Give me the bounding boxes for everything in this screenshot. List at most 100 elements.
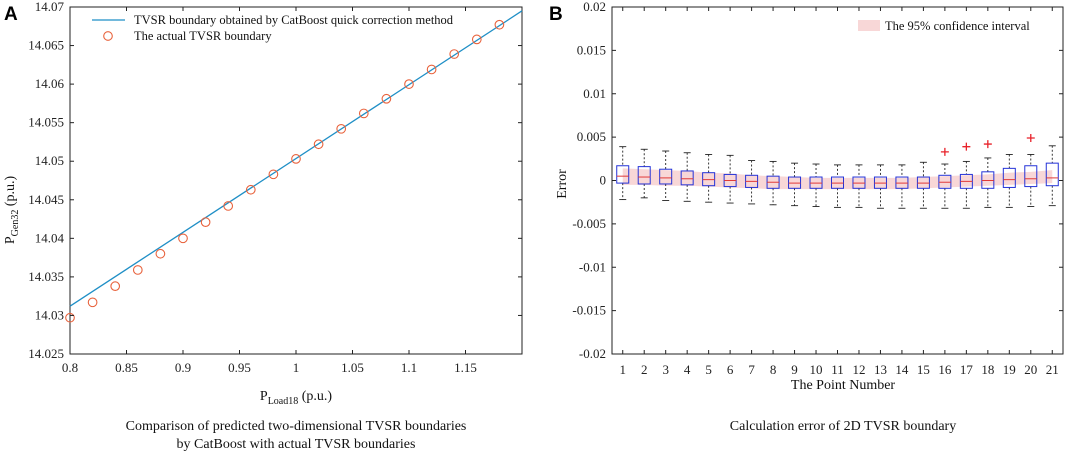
panel-b-xtick-label: 20 bbox=[1024, 362, 1037, 377]
panel-b-legend-label: The 95% confidence interval bbox=[885, 19, 1030, 33]
panel-b-ytick-label: -0.005 bbox=[572, 216, 606, 231]
panel-a-xtick-label: 1.15 bbox=[454, 360, 477, 375]
panel-b-xtick-label: 13 bbox=[874, 362, 887, 377]
panel-b-xtick-label: 14 bbox=[895, 362, 909, 377]
panel-a-ticks: 0.8 0.85 0.9 0.95 1 1.05 1.1 1.15 14.025 14.03 14.… bbox=[28, 0, 522, 375]
panel-b-xtick-label: 18 bbox=[981, 362, 994, 377]
panel-b-xtick-label: 2 bbox=[641, 362, 648, 377]
panel-a-legend-label: TVSR boundary obtained by CatBoost quick… bbox=[134, 13, 454, 27]
panel-a-actual-point bbox=[358, 108, 369, 119]
panel-a-ytick-label: 14.035 bbox=[28, 269, 64, 284]
panel-b-box bbox=[680, 170, 694, 186]
panel-a-xtick-label: 1.1 bbox=[401, 360, 417, 375]
panel-b-xtick-label: 9 bbox=[791, 362, 798, 377]
panel-a: A 0.8 0.85 0.9 0.95 1 1.05 1.1 1.15 14.025 14.03 1… bbox=[3, 0, 523, 452]
panel-b-legend: The 95% confidence interval bbox=[858, 19, 1030, 33]
panel-b: B 1 2 3 4 5 6 7 8 9 10 11 12 13 14 15 16 17 18 19 20 21-0.02… bbox=[549, 0, 1064, 434]
panel-a-xtick-label: 0.9 bbox=[175, 360, 191, 375]
panel-a-actual-point bbox=[313, 139, 324, 150]
panel-b-xtick-label: 4 bbox=[684, 362, 691, 377]
panel-a-plot bbox=[69, 6, 523, 355]
panel-b-letter: B bbox=[549, 4, 563, 25]
panel-a-legend: TVSR boundary obtained by CatBoost quick… bbox=[92, 13, 454, 43]
panel-a-actual-point bbox=[65, 312, 75, 323]
panel-a-ytick-label: 14.07 bbox=[35, 0, 65, 14]
panel-a-actual-point bbox=[404, 79, 414, 89]
panel-a-actual-point bbox=[336, 123, 347, 134]
panel-b-caption: Calculation error of 2D TVSR boundary bbox=[730, 419, 956, 434]
panel-b-xtick-label: 8 bbox=[770, 362, 777, 377]
panel-a-actual-point bbox=[494, 19, 505, 30]
panel-b-ytick-label: 0.01 bbox=[583, 86, 606, 101]
panel-a-series bbox=[65, 10, 523, 323]
panel-b-xtick-label: 3 bbox=[662, 362, 669, 377]
panel-b-outlier-marker bbox=[962, 142, 971, 151]
panel-b-xtick-label: 12 bbox=[852, 362, 865, 377]
panel-a-legend-marker-swatch bbox=[103, 31, 113, 41]
panel-a-ytick-label: 14.025 bbox=[28, 346, 64, 361]
panel-a-actual-point bbox=[449, 49, 460, 59]
panel-a-ytick-label: 14.04 bbox=[35, 230, 65, 245]
panel-a-ytick-label: 14.065 bbox=[28, 38, 64, 53]
panel-a-actual-point bbox=[110, 281, 121, 291]
panel-a-caption-line2: by CatBoost with actual TVSR boundaries bbox=[177, 437, 416, 452]
panel-a-ytick-label: 14.055 bbox=[28, 115, 64, 130]
panel-a-caption-line1: Comparison of predicted two-dimensional … bbox=[126, 419, 467, 434]
panel-a-actual-point bbox=[178, 233, 188, 244]
panel-b-ytick-label: -0.015 bbox=[572, 303, 606, 318]
panel-a-xlabel: PLoad18 (p.u.) bbox=[260, 389, 333, 407]
panel-b-box bbox=[616, 165, 630, 184]
panel-a-actual-point bbox=[132, 265, 143, 275]
panel-a-actual-point bbox=[155, 248, 166, 259]
panel-b-ytick-label: 0.005 bbox=[577, 129, 606, 144]
panel-a-ylabel: PGen32 (p.u.) bbox=[3, 176, 21, 245]
panel-b-box bbox=[1024, 165, 1038, 188]
panel-a-ytick-label: 14.06 bbox=[35, 76, 65, 91]
panel-a-actual-point bbox=[381, 93, 392, 104]
panel-b-box bbox=[659, 168, 673, 185]
panel-b-ytick-label: 0 bbox=[600, 173, 607, 188]
panel-b-series bbox=[616, 133, 1059, 209]
panel-b-ytick-label: -0.02 bbox=[579, 346, 606, 361]
panel-a-actual-point bbox=[245, 184, 256, 195]
panel-b-xtick-label: 17 bbox=[960, 362, 974, 377]
panel-b-xtick-label: 19 bbox=[1003, 362, 1016, 377]
panel-a-legend-label: The actual TVSR boundary bbox=[134, 29, 272, 43]
panel-a-actual-point bbox=[471, 34, 482, 45]
panel-a-actual-point bbox=[200, 217, 211, 227]
panel-a-ytick-label: 14.045 bbox=[28, 192, 64, 207]
panel-b-xtick-label: 16 bbox=[938, 362, 952, 377]
panel-a-xtick-label: 0.8 bbox=[62, 360, 78, 375]
panel-a-actual-point bbox=[87, 297, 98, 308]
panel-a-actual-point bbox=[223, 201, 234, 211]
panel-b-xlabel: The Point Number bbox=[791, 378, 896, 393]
panel-b-ytick-label: 0.02 bbox=[583, 0, 606, 14]
panel-b-legend-band-swatch bbox=[858, 20, 880, 31]
panel-b-box bbox=[637, 166, 651, 185]
panel-b-xtick-label: 7 bbox=[748, 362, 755, 377]
panel-b-box bbox=[1045, 162, 1059, 187]
panel-a-letter: A bbox=[4, 4, 18, 25]
panel-b-confidence-band bbox=[622, 168, 1053, 190]
panel-a-actual-point bbox=[268, 169, 279, 180]
panel-a-actual-point bbox=[291, 154, 301, 164]
panel-a-xtick-label: 0.85 bbox=[115, 360, 138, 375]
panel-b-ytick-label: 0.015 bbox=[577, 42, 606, 57]
panel-a-xtick-label: 1.05 bbox=[341, 360, 364, 375]
panel-b-outlier-marker bbox=[940, 147, 949, 156]
panel-b-xtick-label: 15 bbox=[917, 362, 930, 377]
panel-b-outlier-marker bbox=[983, 140, 992, 149]
panel-a-actual-point bbox=[426, 64, 437, 75]
panel-b-box bbox=[1002, 167, 1016, 188]
panel-a-ytick-label: 14.03 bbox=[35, 307, 64, 322]
panel-b-ylabel: Error bbox=[555, 169, 570, 199]
panel-b-xtick-label: 1 bbox=[619, 362, 626, 377]
panel-a-xtick-label: 0.95 bbox=[228, 360, 251, 375]
panel-b-xtick-label: 6 bbox=[727, 362, 734, 377]
panel-b-xtick-label: 21 bbox=[1046, 362, 1059, 377]
panel-a-ytick-label: 14.05 bbox=[35, 153, 64, 168]
panel-b-ytick-label: -0.01 bbox=[579, 259, 606, 274]
panel-b-xtick-label: 10 bbox=[810, 362, 823, 377]
panel-b-outlier-marker bbox=[1026, 133, 1035, 142]
